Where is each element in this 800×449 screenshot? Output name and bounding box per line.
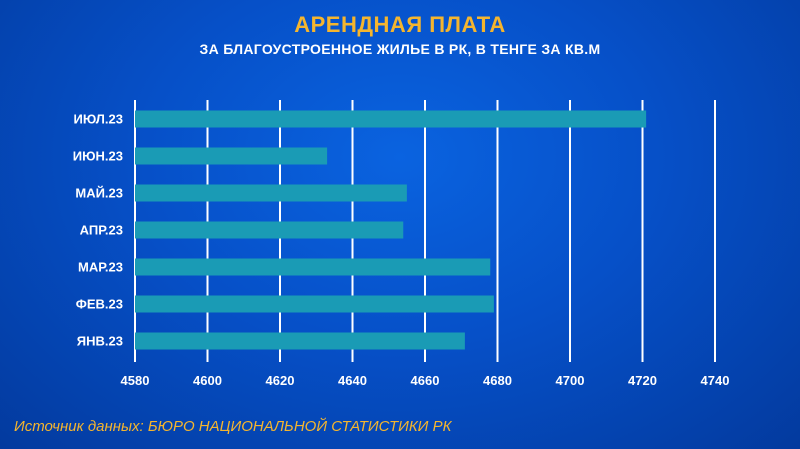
bars bbox=[135, 110, 647, 350]
x-tick-label: 4720 bbox=[628, 373, 657, 388]
bar bbox=[135, 147, 328, 165]
category-labels: ИЮЛ.23 ИЮН.23 МАЙ.23 АПР.23 МАР.23 ФЕВ.23 ЯНВ.… bbox=[73, 112, 123, 349]
x-tick-labels: 4580 4600 4620 4640 4660 4680 4700 4720 4740 bbox=[121, 373, 730, 388]
bar bbox=[135, 184, 407, 202]
x-tick-label: 4740 bbox=[701, 373, 730, 388]
x-tick-label: 4660 bbox=[411, 373, 440, 388]
category-label: ИЮН.23 bbox=[73, 149, 123, 164]
x-tick-label: 4700 bbox=[556, 373, 585, 388]
bar bbox=[135, 295, 494, 313]
chart-title: АРЕНДНАЯ ПЛАТА bbox=[294, 12, 506, 37]
category-label: ФЕВ.23 bbox=[76, 297, 123, 312]
bar bbox=[135, 221, 404, 239]
category-label: ИЮЛ.23 bbox=[74, 112, 123, 127]
category-label: МАЙ.23 bbox=[75, 186, 123, 201]
bar bbox=[135, 332, 465, 350]
category-label: МАР.23 bbox=[78, 260, 123, 275]
category-label: АПР.23 bbox=[80, 223, 123, 238]
x-tick-label: 4680 bbox=[483, 373, 512, 388]
bar bbox=[135, 258, 491, 276]
x-tick-label: 4580 bbox=[121, 373, 150, 388]
x-tick-label: 4640 bbox=[338, 373, 367, 388]
x-tick-label: 4600 bbox=[193, 373, 222, 388]
x-tick-label: 4620 bbox=[266, 373, 295, 388]
category-label: ЯНВ.23 bbox=[77, 334, 123, 349]
bar bbox=[135, 110, 647, 128]
chart-subtitle: ЗА БЛАГОУСТРОЕННОЕ ЖИЛЬЕ В РК, В ТЕНГЕ З… bbox=[199, 41, 601, 57]
source-note: Источник данных: БЮРО НАЦИОНАЛЬНОЙ СТАТИ… bbox=[14, 418, 452, 435]
